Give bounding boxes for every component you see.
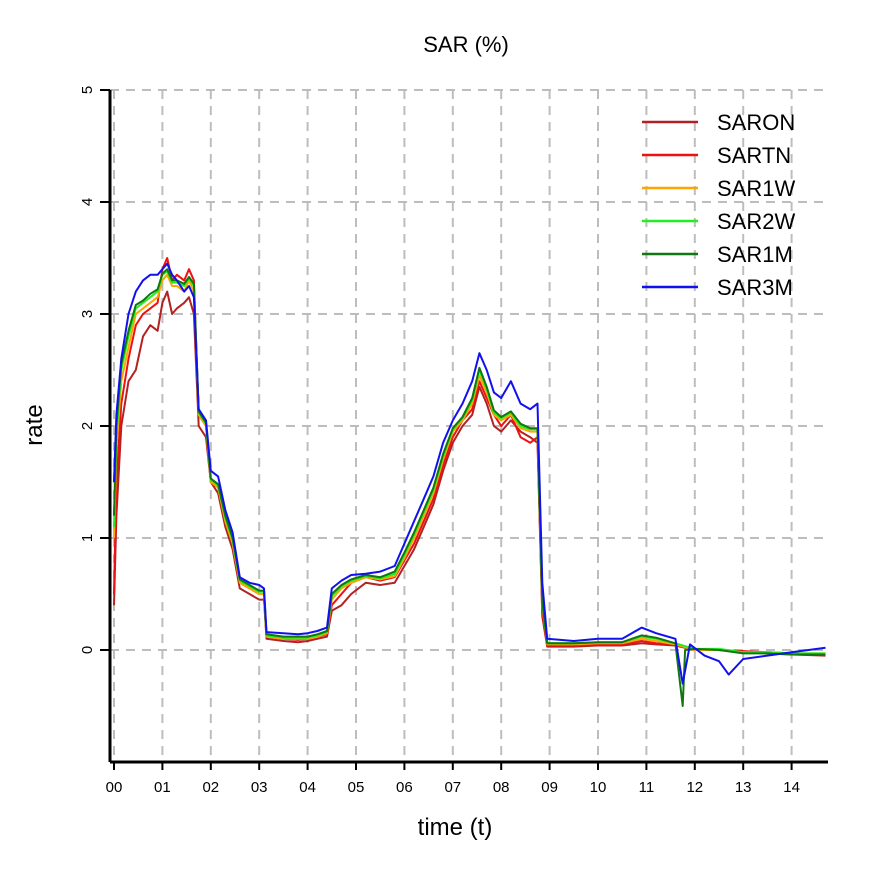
legend-label-sartn: SARTN (717, 143, 791, 168)
legend: SARON SARTN SAR1W SAR2W SAR1M SAR3M (642, 110, 795, 300)
x-tick-label: 08 (493, 779, 510, 796)
x-axis-title: time (t) (418, 814, 493, 841)
x-tick-label: 04 (299, 779, 316, 796)
series-line-sartn (113, 257, 826, 656)
legend-label-saron: SARON (717, 110, 795, 135)
x-tick-label: 12 (686, 779, 703, 796)
y-tick-label: 4 (79, 198, 96, 206)
x-tick-label: 07 (444, 779, 461, 796)
x-tick-label: 10 (590, 779, 607, 796)
y-tick-label: 1 (79, 534, 96, 542)
series-line-sar1m (113, 268, 826, 707)
x-tick-label: 03 (251, 779, 268, 796)
x-tick-label: 14 (783, 779, 800, 796)
x-tick-label: 01 (154, 779, 171, 796)
x-tick-label: 13 (735, 779, 752, 796)
x-tick-label: 00 (106, 779, 123, 796)
x-tick-label: 11 (639, 779, 655, 796)
y-tick-label: 3 (79, 310, 96, 318)
x-axis: 00 01 02 03 04 05 06 07 08 09 10 11 12 13 14 (106, 762, 800, 796)
series-line-sar3m (113, 262, 826, 685)
y-tick-label: 5 (79, 86, 96, 94)
y-axis: 0 1 2 3 4 5 (79, 86, 110, 654)
x-tick-label: 02 (202, 779, 219, 796)
legend-label-sar1m: SAR1M (717, 242, 793, 267)
series-line-sar2w (113, 270, 826, 655)
y-tick-label: 2 (79, 422, 96, 430)
series-line-sar1w (113, 273, 826, 655)
y-tick-label: 0 (79, 646, 96, 654)
series-group (113, 257, 826, 707)
legend-label-sar1w: SAR1W (717, 176, 795, 201)
x-tick-label: 06 (396, 779, 413, 796)
x-tick-label: 05 (348, 779, 365, 796)
legend-label-sar2w: SAR2W (717, 209, 795, 234)
series-line-saron (113, 290, 826, 657)
legend-label-sar3m: SAR3M (717, 275, 793, 300)
chart-title: SAR (%) (423, 32, 509, 57)
y-axis-title: rate (21, 404, 48, 445)
x-tick-label: 09 (541, 779, 558, 796)
